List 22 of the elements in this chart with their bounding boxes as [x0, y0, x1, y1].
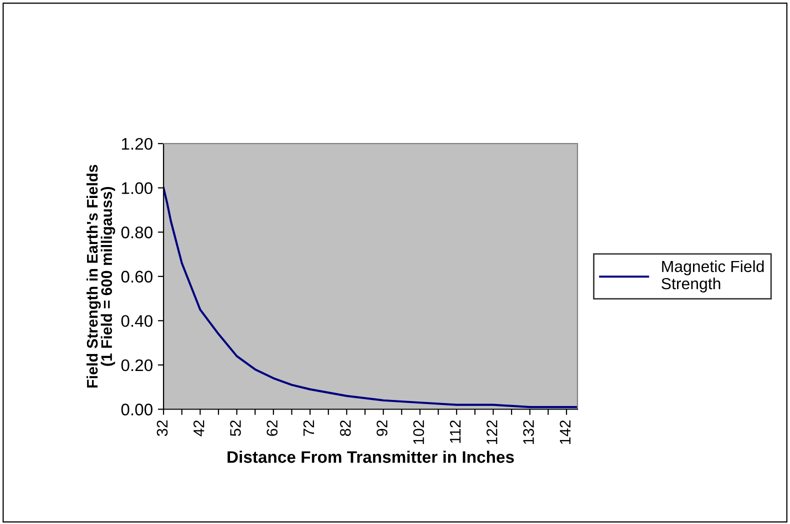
y-tick-label: 1.00: [122, 182, 152, 194]
y-axis-title: Field Strength in Earth's Fields (1 Field = 600 milligauss): [86, 164, 116, 388]
x-tick-label: 102: [413, 420, 424, 444]
x-tick-label: 42: [193, 420, 204, 436]
x-tick-label: 142: [560, 420, 570, 444]
y-tick-label: 1.20: [122, 138, 152, 150]
x-tick-label: 32: [156, 420, 168, 436]
x-tick-label: 52: [230, 420, 241, 436]
y-tick-label: 0.00: [121, 404, 152, 416]
y-tick-label: 0.60: [121, 270, 152, 283]
legend-label: Magnetic Field Strength: [662, 260, 764, 292]
x-tick-label: 62: [266, 420, 278, 436]
x-tick-label: 72: [303, 420, 314, 436]
x-axis-title: Distance From Transmitter in Inches: [228, 450, 514, 463]
y-tick-label: 0.40: [121, 315, 152, 327]
y-tick-label: 0.20: [121, 359, 152, 372]
y-tick-label: 0.80: [121, 226, 152, 238]
x-tick-label: 122: [486, 420, 498, 444]
x-tick-label: 132: [523, 420, 534, 444]
x-tick-label: 112: [450, 420, 461, 443]
x-tick-label: 82: [340, 420, 351, 436]
x-tick-label: 92: [376, 420, 388, 436]
